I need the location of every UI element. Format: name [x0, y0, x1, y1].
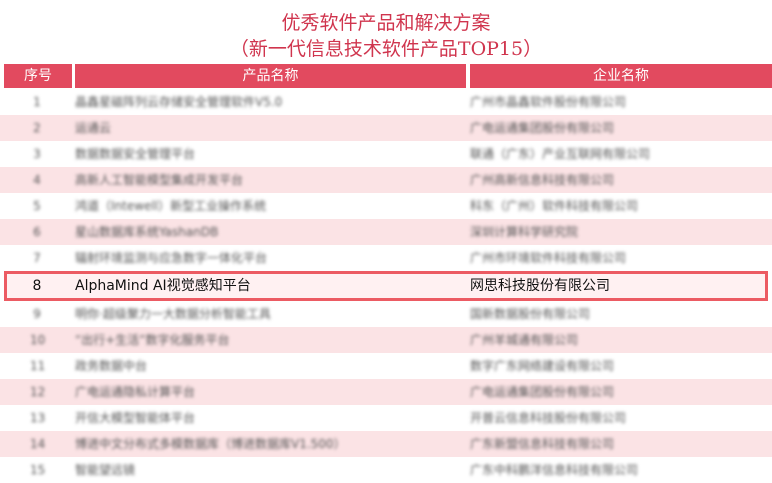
row-number: 3 [33, 147, 41, 161]
product-name: 运通云 [75, 121, 112, 135]
table-row: 3 数据数据安全管理平台 联通（广东）产业互联网有限公司 [0, 141, 772, 167]
product-name: 政务数据中台 [75, 359, 148, 373]
table-row: 12 广电运通隐私计算平台 广电运通集团股份有限公司 [0, 379, 772, 405]
row-number: 8 [32, 278, 42, 294]
company-name: 广州高新信息科技有限公司 [470, 173, 615, 187]
document-subtitle: （新一代信息技术软件产品TOP15） [229, 38, 543, 60]
company-name: 广州市环境软件科技有限公司 [470, 251, 627, 265]
product-name: 广电运通隐私计算平台 [75, 385, 196, 399]
table-row: 7 辐射环境监测与应急数字一体化平台 广州市环境软件科技有限公司 [0, 245, 772, 271]
row-number: 14 [30, 437, 46, 451]
table-row: 2 运通云 广电运通集团股份有限公司 [0, 115, 772, 141]
column-header-product: 产品名称 [75, 64, 466, 88]
row-number: 1 [33, 95, 41, 109]
product-name: 明你·超级聚力一大数据分析智能工具 [75, 307, 271, 321]
row-number: 12 [30, 385, 46, 399]
row-number: 9 [33, 307, 41, 321]
table-row: 9 明你·超级聚力一大数据分析智能工具 国新数据股份有限公司 [0, 301, 772, 327]
company-name: 广州羊城通有限公司 [470, 333, 579, 347]
row-number: 7 [33, 251, 41, 265]
product-name: 鸿道（Intewell）新型工业操作系统 [75, 199, 267, 213]
product-name: 智能望远镜 [75, 463, 136, 477]
row-number: 5 [33, 199, 41, 213]
table-row: 10 “出行+生活”数字化服务平台 广州羊城通有限公司 [0, 327, 772, 353]
product-name: 数据数据安全管理平台 [75, 147, 196, 161]
column-header-company: 企业名称 [470, 64, 772, 88]
product-name: 辐射环境监测与应急数字一体化平台 [75, 251, 268, 265]
company-name: 开普云信息科技股份有限公司 [470, 411, 627, 425]
company-name: 数字广东网络建设有限公司 [470, 359, 615, 373]
company-name: 国新数据股份有限公司 [470, 307, 591, 321]
company-name: 广电运通集团股份有限公司 [470, 385, 615, 399]
ranking-table: 1 晶鑫星磁阵列云存储安全管理软件V5.0 广州市晶鑫软件股份有限公司 2 运通云 广电运… [0, 89, 772, 483]
table-row: 15 智能望远镜 广东中科鹏洋信息科技有限公司 [0, 457, 772, 483]
row-number: 4 [33, 173, 41, 187]
table-row: 11 政务数据中台 数字广东网络建设有限公司 [0, 353, 772, 379]
table-row: 6 星山数据库系统YashanDB 深圳计算科学研究院 [0, 219, 772, 245]
row-number: 13 [30, 411, 46, 425]
company-name: 广电运通集团股份有限公司 [470, 121, 615, 135]
table-row: 5 鸿道（Intewell）新型工业操作系统 科东（广州）软件科技有限公司 [0, 193, 772, 219]
product-name: “出行+生活”数字化服务平台 [75, 333, 230, 347]
product-name: 博进中文分布式多模数据库（博进数据库V1.500） [75, 437, 346, 451]
highlighted-table-row: 8 AlphaMind AI视觉感知平台 网思科技股份有限公司 [4, 271, 768, 301]
row-number: 6 [33, 225, 41, 239]
company-name: 广东新盟信息科技有限公司 [470, 437, 615, 451]
company-name: 深圳计算科学研究院 [470, 225, 579, 239]
product-name: 开信大模型智能体平台 [75, 411, 196, 425]
document-title: 优秀软件产品和解决方案 [281, 12, 491, 34]
table-row: 14 博进中文分布式多模数据库（博进数据库V1.500） 广东新盟信息科技有限公司 [0, 431, 772, 457]
row-number: 15 [30, 463, 46, 477]
table-row: 4 高新人工智能模型集成开发平台 广州高新信息科技有限公司 [0, 167, 772, 193]
product-name: 晶鑫星磁阵列云存储安全管理软件V5.0 [75, 95, 283, 109]
company-name: 科东（广州）软件科技有限公司 [470, 199, 639, 213]
table-row: 1 晶鑫星磁阵列云存储安全管理软件V5.0 广州市晶鑫软件股份有限公司 [0, 89, 772, 115]
product-name: AlphaMind AI视觉感知平台 [75, 278, 251, 294]
company-name: 广东中科鹏洋信息科技有限公司 [470, 463, 639, 477]
product-name: 星山数据库系统YashanDB [75, 225, 219, 239]
company-name: 联通（广东）产业互联网有限公司 [470, 147, 651, 161]
table-row: 13 开信大模型智能体平台 开普云信息科技股份有限公司 [0, 405, 772, 431]
row-number: 11 [30, 359, 46, 373]
row-number: 2 [33, 121, 41, 135]
product-name: 高新人工智能模型集成开发平台 [75, 173, 244, 187]
company-name: 网思科技股份有限公司 [470, 278, 610, 294]
company-name: 广州市晶鑫软件股份有限公司 [470, 95, 627, 109]
row-number: 10 [30, 333, 46, 347]
column-header-no: 序号 [4, 64, 72, 88]
